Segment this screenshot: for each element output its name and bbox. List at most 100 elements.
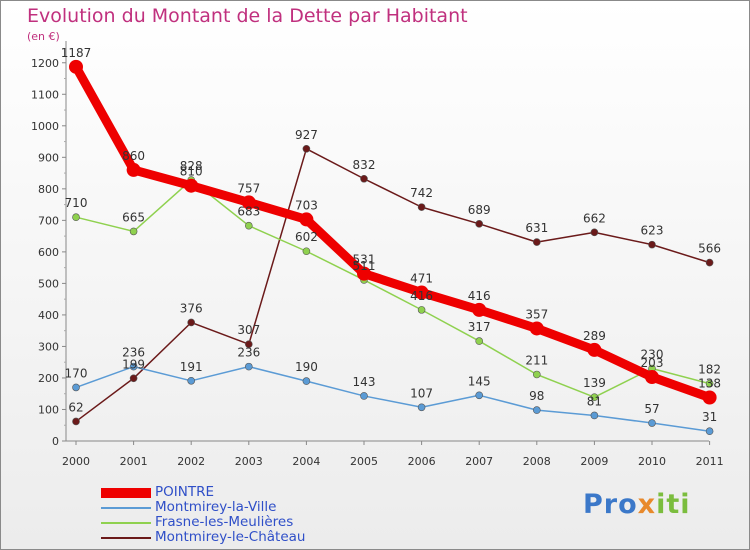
legend-swatch	[101, 522, 151, 524]
data-point	[72, 213, 80, 222]
data-point	[475, 337, 484, 345]
data-label: 416	[410, 289, 433, 303]
data-point	[245, 362, 253, 371]
y-tick-label: 100	[38, 403, 59, 416]
x-tick-label: 2007	[465, 455, 493, 468]
data-label: 742	[410, 186, 433, 200]
data-point	[702, 390, 717, 405]
data-point	[532, 406, 541, 414]
legend-label: POINTRE	[155, 484, 215, 500]
data-label: 683	[237, 205, 260, 219]
data-point	[475, 220, 484, 228]
data-label: 757	[237, 181, 260, 195]
data-point	[299, 212, 314, 227]
data-point	[705, 258, 714, 267]
data-point	[417, 306, 426, 314]
data-label: 139	[583, 376, 606, 390]
data-label: 1187	[61, 46, 92, 60]
data-label: 860	[122, 149, 145, 163]
y-tick-label: 1000	[31, 120, 59, 133]
data-point	[245, 340, 253, 349]
data-label: 828	[180, 159, 203, 173]
y-tick-label: 1100	[31, 88, 59, 101]
data-label: 143	[353, 375, 376, 389]
data-label: 623	[641, 224, 664, 238]
data-label: 107	[410, 386, 433, 400]
data-point	[472, 302, 487, 317]
y-tick-label: 600	[38, 246, 59, 259]
data-label: 317	[468, 320, 491, 334]
series-line	[71, 62, 715, 403]
x-tick-label: 2006	[408, 455, 436, 468]
data-label: 471	[410, 272, 433, 286]
data-label: 190	[295, 360, 318, 374]
data-label: 62	[68, 400, 83, 414]
data-point	[357, 266, 371, 281]
data-label: 631	[525, 221, 548, 235]
y-tick-label: 700	[38, 214, 59, 227]
data-point	[417, 403, 426, 412]
data-point	[475, 391, 484, 400]
chart-title: Evolution du Montant de la Dette par Hab…	[27, 5, 468, 27]
y-tick-label: 1200	[31, 57, 59, 70]
data-point	[532, 370, 541, 379]
logo-part: iti	[656, 489, 691, 520]
y-tick-label: 900	[38, 151, 59, 164]
data-point	[590, 411, 599, 420]
data-label: 689	[468, 203, 491, 217]
series-line	[75, 179, 711, 398]
data-label: 191	[180, 360, 203, 374]
data-point	[302, 377, 311, 385]
data-point	[187, 376, 195, 385]
data-label: 236	[122, 346, 145, 360]
data-point	[529, 321, 544, 336]
x-tick-label: 2002	[177, 455, 205, 468]
data-point	[72, 417, 80, 426]
data-point	[129, 374, 138, 383]
legend-label: Frasne-les-Meulières	[155, 514, 294, 530]
data-point	[129, 227, 138, 236]
y-tick-label: 800	[38, 183, 59, 196]
data-label: 199	[122, 357, 145, 371]
data-point	[587, 342, 602, 357]
data-point	[417, 203, 426, 211]
data-point	[72, 383, 80, 392]
data-label: 203	[641, 356, 664, 370]
legend-label: Montmirey-la-Ville	[155, 499, 277, 515]
series-line	[75, 148, 711, 423]
data-point	[414, 285, 429, 300]
data-label: 927	[295, 128, 318, 142]
y-tick-label: 200	[38, 372, 59, 385]
data-label: 703	[295, 198, 318, 212]
data-label: 31	[702, 410, 717, 424]
data-label: 832	[353, 158, 376, 172]
legend-swatch	[101, 488, 151, 498]
legend-swatch	[101, 537, 151, 539]
y-tick-label: 300	[38, 340, 59, 353]
data-label: 170	[65, 366, 88, 380]
x-tick-label: 2010	[638, 455, 666, 468]
data-label: 662	[583, 211, 606, 225]
data-label: 376	[180, 301, 203, 315]
proxiti-logo: Proxiti	[583, 489, 691, 520]
data-label: 236	[237, 346, 260, 360]
data-label: 81	[587, 394, 602, 408]
data-label: 710	[65, 196, 88, 210]
x-tick-label: 2001	[120, 455, 148, 468]
data-point	[532, 238, 541, 246]
y-tick-label: 400	[38, 309, 59, 322]
data-label: 307	[237, 323, 260, 337]
data-label: 810	[180, 165, 203, 179]
x-tick-label: 2005	[350, 455, 378, 468]
data-label: 602	[295, 230, 318, 244]
data-point	[302, 247, 311, 256]
unit-label: (en €)	[27, 30, 60, 43]
data-label: 182	[698, 363, 721, 377]
x-tick-label: 2011	[696, 455, 724, 468]
logo-part: Pro	[583, 489, 638, 520]
logo-part: x	[637, 489, 657, 520]
data-point	[245, 221, 253, 230]
data-label: 145	[468, 374, 491, 388]
